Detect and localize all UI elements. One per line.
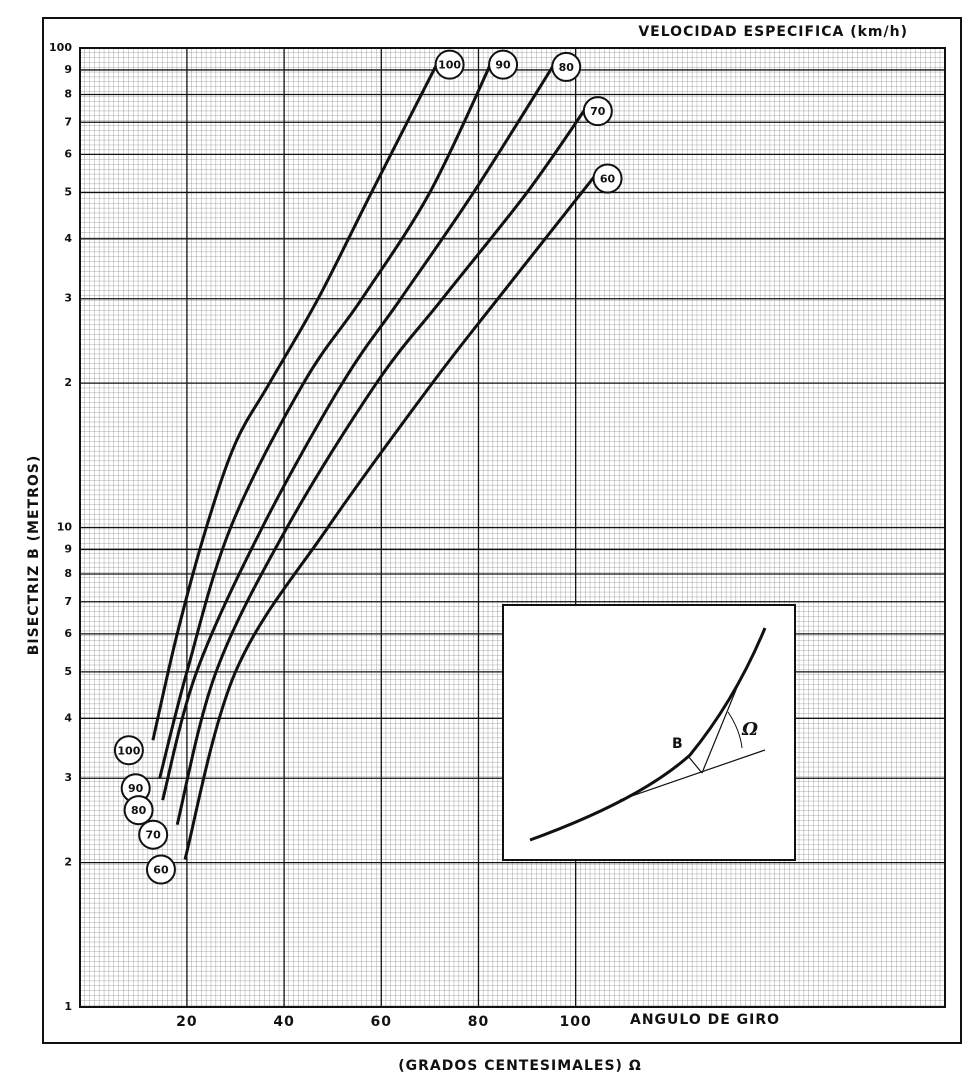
y-tick-label: 3: [64, 292, 72, 305]
x-sublabel: (GRADOS CENTESIMALES) Ω: [398, 1058, 641, 1074]
plot-frame: [79, 47, 946, 1008]
y-tick-label: 7: [64, 595, 72, 608]
y-tick-label: 10: [57, 521, 73, 534]
inset-bisector: [687, 755, 703, 774]
x-tick-label: 20: [176, 1014, 197, 1030]
legend-title: VELOCIDAD ESPECIFICA (km/h): [638, 24, 908, 40]
curve-label: 80: [559, 61, 575, 74]
curve: [151, 58, 441, 741]
inset-box: [502, 604, 796, 861]
x-tick-label: 80: [468, 1014, 489, 1030]
y-tick-label: 1: [64, 1000, 72, 1013]
curve-badge: [434, 49, 465, 80]
y-tick-label: 8: [64, 87, 72, 100]
y-tick-label: 9: [64, 542, 72, 555]
curve: [183, 171, 599, 860]
y-tick-label: 6: [64, 627, 72, 640]
inset-label: B: [672, 736, 684, 752]
y-tick-label: 2: [64, 376, 72, 389]
y-tick-label: 5: [64, 665, 72, 678]
inset-curve: [529, 627, 767, 842]
curve-badge: [582, 96, 613, 127]
inset: B Ω: [502, 604, 796, 861]
inset-arc: [727, 711, 743, 749]
y-tick-label: 9: [64, 63, 72, 76]
curve-label: 80: [131, 804, 147, 817]
x-tick-label: 60: [371, 1014, 392, 1030]
y-tick-label: 8: [64, 567, 72, 580]
curve-label: 60: [153, 864, 169, 877]
x-tick-label: 40: [273, 1014, 294, 1030]
curve-label: 100: [117, 744, 140, 757]
curve: [175, 104, 590, 826]
y-tick-label: 100: [49, 41, 72, 54]
inset-tangent: [619, 749, 766, 801]
curve-label: 70: [146, 829, 162, 842]
outer-frame: [42, 17, 962, 1044]
y-tick-label: 4: [64, 711, 72, 724]
x-tick-label: 100: [560, 1014, 592, 1030]
curve-label: 90: [495, 59, 511, 72]
inset-tangent: [701, 679, 741, 774]
inset-label: Ω: [741, 719, 759, 740]
x-label: ANGULO DE GIRO: [630, 1012, 780, 1028]
curve-badge: [551, 51, 582, 82]
curve-badge: [488, 49, 519, 80]
curve: [158, 58, 495, 779]
y-tick-label: 5: [64, 185, 72, 198]
curve-label: 90: [128, 782, 144, 795]
curve-badge: [123, 795, 154, 826]
curve: [161, 60, 558, 801]
curve-badge: [138, 819, 169, 850]
curve-label: 70: [590, 105, 606, 118]
curve-badge: [145, 854, 176, 885]
y-tick-label: 2: [64, 856, 72, 869]
curve-badge: [592, 163, 623, 194]
y-tick-label: 6: [64, 147, 72, 160]
y-tick-label: 4: [64, 232, 72, 245]
curve-label: 60: [600, 172, 616, 185]
curve-badge: [113, 735, 144, 766]
curve-label: 100: [438, 59, 461, 72]
y-tick-label: 7: [64, 115, 72, 128]
y-tick-label: 3: [64, 771, 72, 784]
y-label: BISECTRIZ B (METROS): [26, 455, 42, 656]
